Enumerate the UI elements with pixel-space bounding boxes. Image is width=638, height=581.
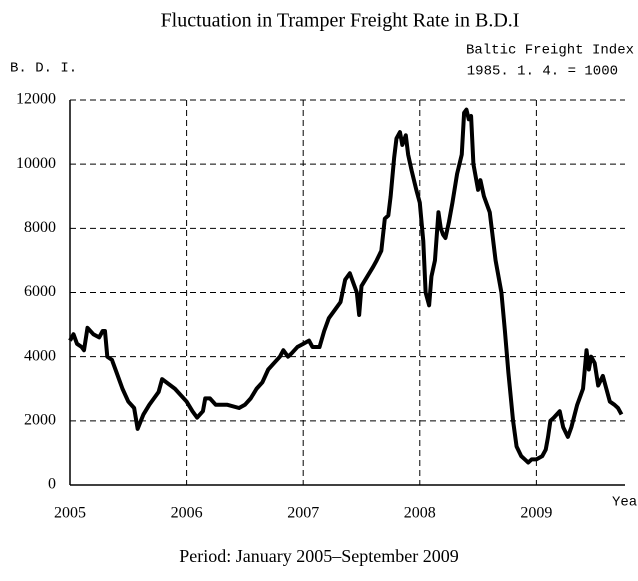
x-tick-label: 2005 xyxy=(54,505,86,522)
y-tick-label: 4000 xyxy=(24,347,56,364)
x-tick-label: 2007 xyxy=(287,505,319,522)
x-tick-label: 2006 xyxy=(171,505,203,522)
annotation: Baltic Freight Index xyxy=(466,43,634,59)
chart-title: Fluctuation in Tramper Freight Rate in B… xyxy=(161,10,520,32)
y-tick-label: 6000 xyxy=(24,283,56,300)
y-axis-label: B. D. I. xyxy=(10,61,77,77)
y-tick-label: 2000 xyxy=(24,412,56,429)
y-tick-label: 10000 xyxy=(16,155,56,172)
y-tick-label: 12000 xyxy=(16,91,56,108)
x-tick-label: 2008 xyxy=(404,505,436,522)
x-tick-label: 2009 xyxy=(520,505,552,522)
data-line xyxy=(68,107,624,465)
annotation: 1985. 1. 4. = 1000 xyxy=(467,64,618,80)
y-tick-label: 0 xyxy=(48,476,56,493)
footer: Period: January 2005–September 2009 xyxy=(179,546,458,566)
x-axis-label: Year xyxy=(612,495,638,511)
y-tick-label: 8000 xyxy=(24,219,56,236)
